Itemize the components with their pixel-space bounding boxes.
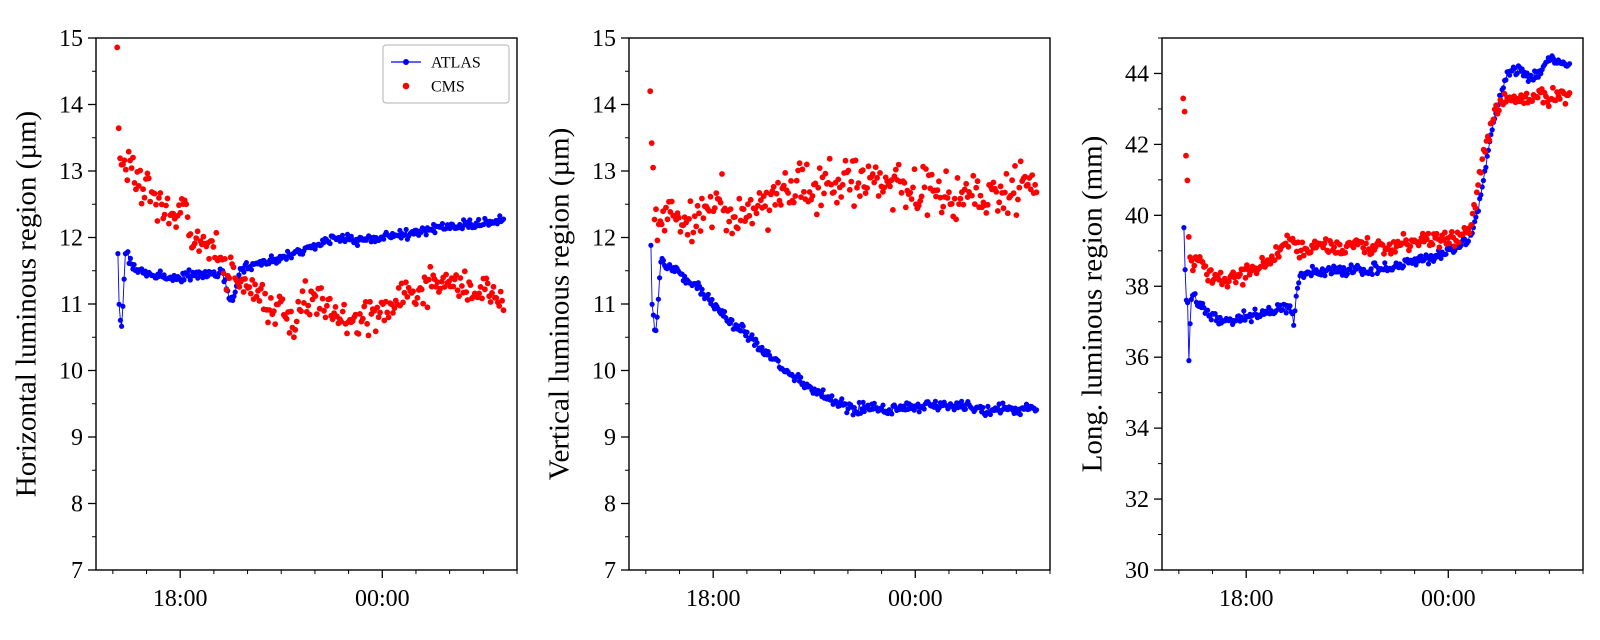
svg-text:40: 40 [1125, 203, 1149, 229]
svg-text:18:00: 18:00 [1219, 586, 1274, 612]
plot-vertical-luminous-region: 7 8 9 10 11 12 13 14 15 18:00 00:00 [592, 26, 1051, 612]
svg-text:15: 15 [592, 26, 616, 52]
svg-text:00:00: 00:00 [1421, 586, 1476, 612]
svg-text:00:00: 00:00 [888, 586, 943, 612]
svg-text:10: 10 [592, 359, 616, 385]
svg-text:8: 8 [604, 492, 616, 518]
svg-text:9: 9 [604, 425, 616, 451]
svg-text:38: 38 [1125, 274, 1149, 300]
svg-text:34: 34 [1125, 416, 1149, 442]
svg-text:12: 12 [59, 226, 83, 252]
svg-text:7: 7 [71, 558, 83, 584]
svg-text:12: 12 [592, 226, 616, 252]
panel-vertical-luminous-region: 7 8 9 10 11 12 13 14 15 18:00 00:00 Vertical lumin… [533, 0, 1066, 640]
svg-text:36: 36 [1125, 345, 1149, 371]
svg-text:30: 30 [1125, 558, 1149, 584]
svg-text:15: 15 [59, 26, 83, 52]
svg-text:42: 42 [1125, 132, 1149, 158]
svg-text:13: 13 [59, 159, 83, 185]
svg-text:10: 10 [59, 359, 83, 385]
y-axis-label-horizontal: Horizontal luminous region (µm) [10, 110, 43, 498]
svg-text:7: 7 [604, 558, 616, 584]
svg-text:14: 14 [592, 93, 616, 119]
svg-text:13: 13 [592, 159, 616, 185]
plot-horizontal-luminous-region: 7 8 9 10 11 12 13 14 15 18:00 00:00 ATLAS CMS [59, 26, 518, 612]
svg-text:18:00: 18:00 [153, 586, 208, 612]
plot-long-luminous-region: 30 32 34 36 38 40 42 44 18:00 00:00 [1125, 37, 1584, 612]
svg-text:ATLAS: ATLAS [431, 55, 481, 72]
svg-text:CMS: CMS [431, 79, 465, 96]
y-axis-label-vertical: Vertical luminous region (µm) [543, 127, 576, 481]
panel-long-luminous-region: 30 32 34 36 38 40 42 44 18:00 00:00 Long. luminou… [1066, 0, 1599, 640]
svg-text:11: 11 [60, 292, 83, 318]
y-axis-label-long: Long. luminous region (mm) [1076, 135, 1109, 473]
svg-text:11: 11 [593, 292, 616, 318]
svg-text:00:00: 00:00 [355, 586, 410, 612]
svg-text:14: 14 [59, 93, 83, 119]
svg-text:8: 8 [71, 492, 83, 518]
svg-text:9: 9 [71, 425, 83, 451]
svg-text:44: 44 [1125, 61, 1149, 87]
panel-horizontal-luminous-region: 7 8 9 10 11 12 13 14 15 18:00 00:00 ATLAS CMS Horizo… [0, 0, 533, 640]
svg-text:18:00: 18:00 [686, 586, 741, 612]
svg-text:32: 32 [1125, 487, 1149, 513]
